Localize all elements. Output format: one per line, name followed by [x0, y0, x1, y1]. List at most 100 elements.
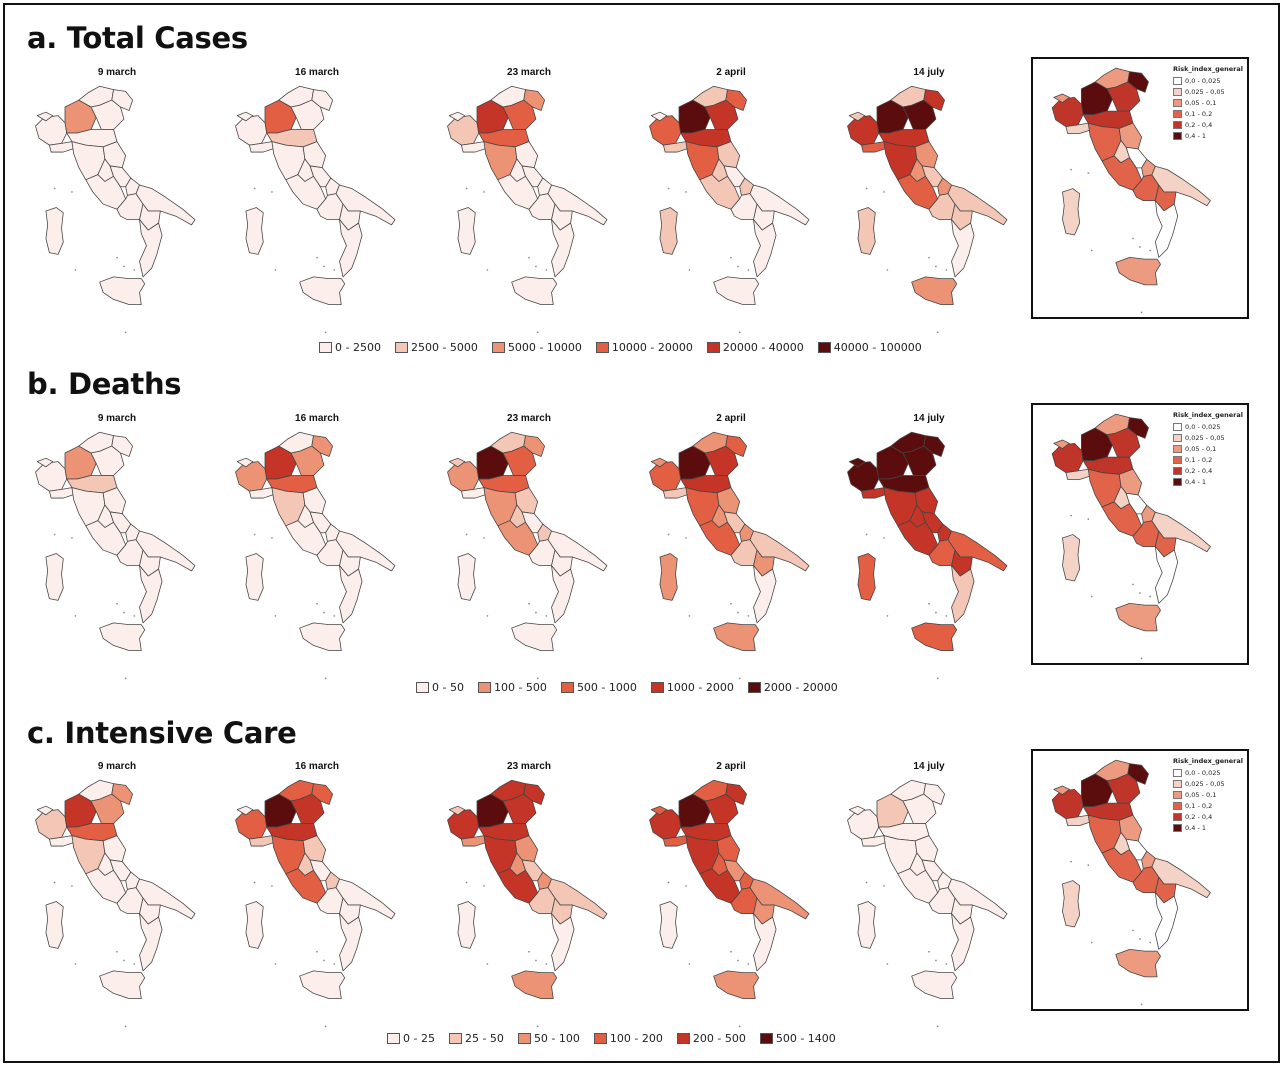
- region-valle-aosta: [36, 805, 54, 816]
- islet-dot: [323, 265, 325, 268]
- region-lazio: [699, 174, 741, 210]
- islet-dot: [1090, 595, 1093, 598]
- region-sardegna: [245, 553, 264, 601]
- islet-dot: [465, 881, 468, 884]
- islet-dot: [1087, 172, 1090, 174]
- region-calabria: [339, 565, 363, 624]
- legend-item: 500 - 1400: [759, 1032, 836, 1045]
- islet-dot: [1070, 514, 1072, 517]
- legend-item: 2000 - 20000: [747, 681, 838, 694]
- islet-dot: [535, 611, 537, 614]
- region-piemonte: [1051, 443, 1084, 474]
- region-piemonte: [35, 461, 68, 492]
- region-calabria: [339, 219, 363, 278]
- map-panel: 2 april: [631, 67, 831, 357]
- region-lazio: [897, 868, 939, 904]
- risk-legend: Risk_index_general 0,0 - 0,025 0,025 - 0,0…: [1173, 411, 1243, 487]
- region-piemonte: [447, 115, 480, 146]
- region-calabria: [551, 219, 575, 278]
- islet-dot: [324, 677, 327, 680]
- islet-dot: [116, 950, 118, 953]
- region-calabria: [551, 913, 575, 972]
- region-lazio: [1101, 501, 1142, 537]
- islet-dot: [1139, 592, 1141, 594]
- islet-dot: [124, 331, 127, 334]
- region-piemonte: [235, 461, 268, 492]
- region-sicilia: [713, 970, 760, 999]
- region-sicilia: [911, 970, 958, 999]
- islet-dot: [1149, 941, 1152, 944]
- region-sicilia: [299, 276, 346, 305]
- risk-legend-row: 0,1 - 0,2: [1173, 800, 1243, 811]
- region-sardegna: [45, 207, 64, 255]
- region-lazio: [897, 520, 939, 556]
- risk-legend-swatch: [1173, 131, 1183, 140]
- panel-date-label: 9 march: [97, 67, 137, 78]
- region-lazio: [285, 174, 327, 210]
- risk-index-map-box: Risk_index_general 0,0 - 0,025 0,025 - 0,0…: [1031, 403, 1249, 665]
- islet-dot: [738, 331, 741, 334]
- islet-dot: [685, 885, 687, 887]
- region-puglia: [947, 530, 1008, 572]
- risk-legend-swatch: [1173, 433, 1183, 442]
- islet-dot: [483, 885, 485, 887]
- islet-dot: [747, 269, 750, 271]
- risk-legend-label: 0,2 - 0,4: [1185, 812, 1213, 821]
- islet-dot: [928, 256, 930, 259]
- legend-item: 1000 - 2000: [650, 680, 734, 694]
- region-valle-aosta: [1053, 785, 1070, 795]
- islet-dot: [74, 963, 77, 965]
- italy-choropleth-map: [1051, 67, 1211, 314]
- italy-choropleth-map: [847, 431, 1008, 680]
- legend-label: 20000 - 40000: [722, 340, 804, 354]
- legend-label: 1000 - 2000: [666, 680, 734, 694]
- islet-dot: [865, 533, 868, 536]
- region-piemonte: [235, 809, 268, 840]
- legend-item: 20000 - 40000: [706, 340, 804, 354]
- region-friuli: [725, 89, 747, 111]
- risk-legend-label: 0,05 - 0,1: [1185, 790, 1217, 799]
- map-legend: 0 - 2500 2500 - 5000 5000 - 10000 10000 - 2…: [319, 339, 936, 355]
- risk-legend-row: 0,4 - 1: [1173, 822, 1243, 833]
- islet-dot: [133, 615, 136, 617]
- islet-dot: [737, 611, 739, 614]
- legend-swatch: [747, 681, 761, 693]
- map-panel: 16 march: [217, 413, 417, 703]
- risk-legend-row: 0,025 - 0,05: [1173, 778, 1243, 789]
- risk-legend-label: 0,025 - 0,05: [1185, 779, 1225, 788]
- islet-dot: [71, 191, 73, 193]
- map-panel: 14 july: [829, 413, 1029, 703]
- region-friuli: [923, 435, 945, 457]
- islet-dot: [730, 950, 732, 953]
- section-total-cases: a. Total Cases: [5, 5, 1282, 365]
- risk-legend-label: 0,4 - 1: [1185, 823, 1206, 832]
- risk-legend-row: 0,4 - 1: [1173, 476, 1243, 487]
- islet-dot: [333, 615, 336, 617]
- legend-swatch: [517, 1032, 531, 1044]
- region-sardegna: [857, 207, 876, 255]
- islet-dot: [935, 265, 937, 268]
- islet-dot: [528, 602, 530, 605]
- legend-label: 5000 - 10000: [507, 340, 582, 354]
- islet-dot: [1140, 657, 1143, 660]
- region-sicilia: [911, 276, 958, 305]
- panel-date-label: 16 march: [295, 67, 339, 78]
- risk-legend-label: 0,05 - 0,1: [1185, 444, 1217, 453]
- islet-dot: [535, 959, 537, 962]
- legend-label: 0 - 2500: [335, 340, 381, 354]
- islet-dot: [271, 191, 273, 193]
- islet-dot: [528, 256, 530, 259]
- islet-dot: [71, 885, 73, 887]
- legend-swatch: [387, 1032, 400, 1044]
- legend-label: 50 - 100: [533, 1031, 580, 1045]
- region-puglia: [135, 878, 196, 920]
- legend-swatch: [706, 341, 720, 353]
- islet-dot: [323, 611, 325, 614]
- region-lazio: [1101, 155, 1142, 191]
- region-sicilia: [1115, 948, 1161, 978]
- risk-legend-swatch: [1173, 98, 1183, 107]
- region-sardegna: [457, 901, 476, 949]
- islet-dot: [123, 959, 125, 962]
- islet-dot: [688, 963, 691, 965]
- region-friuli: [923, 89, 945, 111]
